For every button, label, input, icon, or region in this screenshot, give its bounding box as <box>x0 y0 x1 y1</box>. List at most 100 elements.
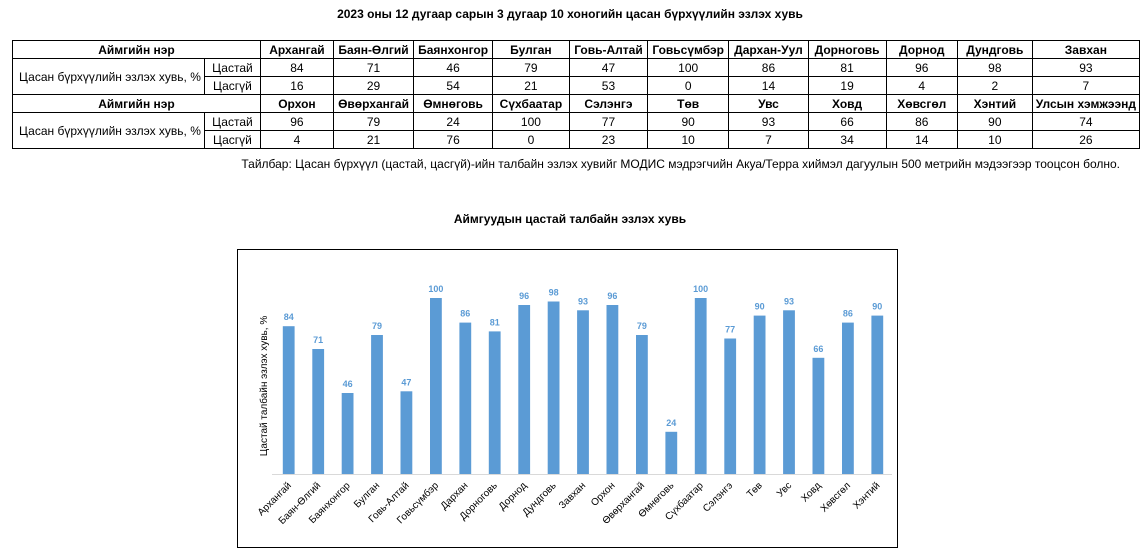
chart-area: Цастай талбайн эзлэх хувь, % 84 71 46 79 47 1… <box>237 249 898 548</box>
snow-value-cell: 46 <box>413 58 493 77</box>
province-name-cell: Дорноговь <box>807 40 887 59</box>
bar <box>871 315 884 474</box>
snow-value-cell: 66 <box>807 112 887 131</box>
category-label: Хөвсгөл <box>819 480 853 514</box>
category-label: Хэнтий <box>851 480 882 511</box>
nosnow-label-cell: Цасгүй <box>203 76 262 95</box>
snow-value-cell: 98 <box>956 58 1033 77</box>
metric-label-cell: Цасан бүрхүүлийн эзлэх хувь, % <box>12 112 205 149</box>
nosnow-value-cell: 7 <box>728 130 809 149</box>
nosnow-value-cell: 0 <box>491 130 570 149</box>
bar <box>812 357 825 474</box>
bar <box>606 305 619 474</box>
bar-value-label: 81 <box>490 317 500 327</box>
bar <box>547 301 560 474</box>
category-label: Орхон <box>589 480 617 508</box>
bar-value-label: 100 <box>693 284 708 294</box>
snow-label-cell: Цастай <box>203 58 262 77</box>
province-name-cell: Сэлэнгэ <box>568 94 649 113</box>
nosnow-value-cell: 10 <box>956 130 1033 149</box>
nosnow-value-cell: 2 <box>956 76 1033 95</box>
province-name-cell: Сүхбаатар <box>491 94 570 113</box>
province-name-cell: Завхан <box>1031 40 1140 59</box>
province-name-cell: Баян-Өлгий <box>332 40 415 59</box>
bar <box>753 315 766 474</box>
snow-label-cell: Цастай <box>203 112 262 131</box>
snow-value-cell: 86 <box>885 112 958 131</box>
snow-value-cell: 93 <box>1031 58 1140 77</box>
snow-value-cell: 77 <box>568 112 649 131</box>
nosnow-value-cell: 21 <box>491 76 570 95</box>
y-axis-title: Цастай талбайн эзлэх хувь, % <box>258 316 270 457</box>
nosnow-value-cell: 29 <box>332 76 415 95</box>
bar-value-label: 84 <box>284 312 294 322</box>
bar <box>783 310 795 474</box>
bar-value-label: 66 <box>813 344 823 354</box>
bar <box>459 322 472 474</box>
table-row-nosnow-2: Цасгүй 4 21 76 0 23 10 7 34 14 10 26 <box>13 130 1140 149</box>
nosnow-value-cell: 76 <box>413 130 493 149</box>
bar <box>694 298 707 474</box>
bar-value-label: 90 <box>872 302 882 312</box>
snow-value-cell: 79 <box>332 112 415 131</box>
bar-chart: Цастай талбайн эзлэх хувь, % 84 71 46 79 47 1… <box>256 284 892 527</box>
value-labels-group: 84 71 46 79 47 100 86 81 96 98 93 96 79 24 100 77 90 93 66… <box>284 284 883 428</box>
category-label: Сэлэнгэ <box>701 480 735 514</box>
bar <box>430 298 442 474</box>
nosnow-value-cell: 14 <box>885 130 958 149</box>
bar-value-label: 93 <box>578 296 588 306</box>
bar <box>400 391 413 474</box>
nosnow-value-cell: 0 <box>647 76 730 95</box>
document-title: 2023 оны 12 дугаар сарын 3 дугаар 10 хон… <box>337 7 803 21</box>
nosnow-value-cell: 21 <box>332 130 415 149</box>
snow-value-cell: 96 <box>885 58 958 77</box>
province-name-cell: Хөвсгөл <box>885 94 958 113</box>
nosnow-value-cell: 23 <box>568 130 649 149</box>
snow-value-cell: 100 <box>491 112 570 131</box>
table-footnote: Тайлбар: Цасан бүрхүүл (цастай, цасгүй)-… <box>241 157 1120 171</box>
nosnow-value-cell: 14 <box>728 76 809 95</box>
province-name-cell: Дундговь <box>956 40 1033 59</box>
metric-label-cell: Цасан бүрхүүлийн эзлэх хувь, % <box>12 58 205 95</box>
table-row-snow-1: Цасан бүрхүүлийн эзлэх хувь, % Цастай 84… <box>12 58 1140 95</box>
bar-value-label: 71 <box>313 335 323 345</box>
snow-value-cell: 86 <box>728 58 809 77</box>
bar <box>724 338 737 474</box>
province-name-cell: Улсын хэмжээнд <box>1031 94 1140 113</box>
bar <box>577 310 589 474</box>
nosnow-label-cell: Цасгүй <box>203 130 262 149</box>
nosnow-value-cell: 26 <box>1031 130 1140 149</box>
nosnow-value-cell: 54 <box>413 76 493 95</box>
snow-value-cell: 74 <box>1031 112 1140 131</box>
province-name-cell: Дорнод <box>885 40 958 59</box>
province-name-cell: Архангай <box>260 40 334 59</box>
category-label: Завхан <box>557 480 588 511</box>
table-row-nosnow-1: Цасгүй 16 29 54 21 53 0 14 19 4 2 7 <box>13 76 1140 95</box>
province-header-cell: Аймгийн нэр <box>12 94 261 113</box>
nosnow-value-cell: 16 <box>260 76 334 95</box>
province-name-cell: Говьсүмбэр <box>647 40 730 59</box>
province-name-cell: Булган <box>491 40 570 59</box>
nosnow-value-cell: 53 <box>568 76 649 95</box>
snow-value-cell: 84 <box>260 58 334 77</box>
snow-value-cell: 96 <box>260 112 334 131</box>
bar <box>371 335 383 474</box>
bar-value-label: 77 <box>725 325 735 335</box>
province-name-cell: Орхон <box>260 94 334 113</box>
bar-value-label: 46 <box>343 379 353 389</box>
bar-value-label: 96 <box>519 291 529 301</box>
bar-value-label: 93 <box>784 296 794 306</box>
bars-group <box>282 298 884 474</box>
province-name-cell: Говь-Алтай <box>568 40 649 59</box>
table-row-snow-2: Цасан бүрхүүлийн эзлэх хувь, % Цастай 96… <box>12 112 1140 149</box>
bar <box>341 393 354 474</box>
snow-value-cell: 47 <box>568 58 649 77</box>
province-name-cell: Увс <box>728 94 809 113</box>
table-header-row-1: Аймгийн нэр Архангай Баян-Өлгий Баянхонг… <box>12 40 1140 59</box>
bar <box>488 331 501 474</box>
province-name-cell: Өвөрхангай <box>332 94 415 113</box>
bar <box>636 335 648 474</box>
nosnow-value-cell: 19 <box>807 76 887 95</box>
table-header-row-2: Аймгийн нэр Орхон Өвөрхангай Өмнөговь Сү… <box>12 94 1140 113</box>
